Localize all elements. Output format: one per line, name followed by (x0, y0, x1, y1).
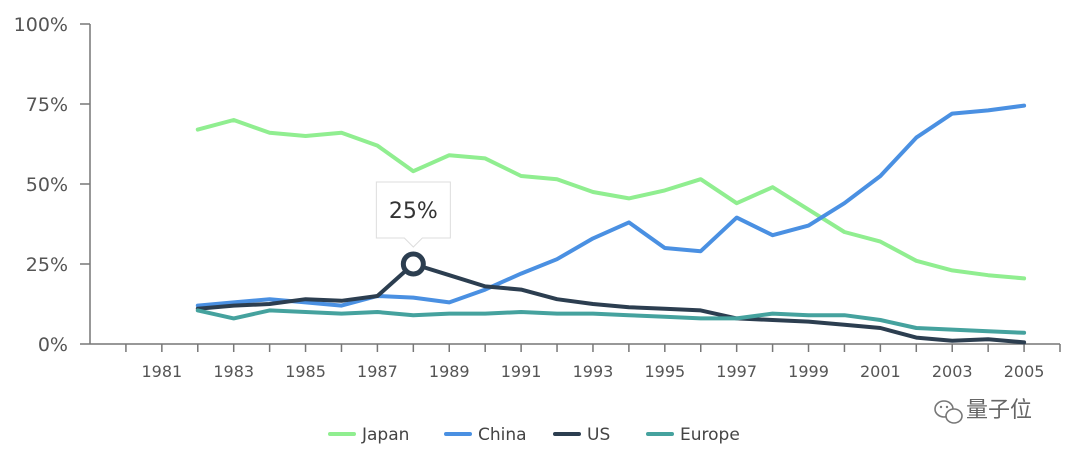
x-tick-label: 1985 (285, 362, 326, 381)
x-tick-label: 1989 (429, 362, 470, 381)
x-tick-label: 2003 (932, 362, 973, 381)
x-tick-label: 1997 (716, 362, 757, 381)
y-tick-label: 100% (14, 14, 68, 36)
wechat-icon (934, 400, 963, 424)
x-tick-label: 2005 (1004, 362, 1045, 381)
y-tick-label: 0% (38, 334, 68, 356)
x-tick-label: 1987 (357, 362, 398, 381)
watermark-text: 量子位 (966, 398, 1032, 423)
chart-series-lines (195, 103, 1027, 345)
y-tick-label: 50% (26, 174, 68, 196)
tooltip-box (375, 181, 451, 248)
legend-label: Europe (680, 425, 740, 445)
x-tick-label: 1995 (644, 362, 685, 381)
series-line-us (195, 262, 1027, 345)
series-line-japan (195, 118, 1027, 281)
x-tick-label: 1983 (213, 362, 254, 381)
legend-item-china[interactable]: China (444, 425, 527, 445)
chart-axes: 0% 25% 50% 75% 100% 1981 1983 1985 1987 1989 1991 1… (14, 14, 1061, 381)
x-tick-label: 2001 (860, 362, 901, 381)
legend-label: China (478, 425, 527, 445)
watermark: 量子位 (934, 398, 1032, 424)
tooltip-point-marker[interactable] (400, 251, 426, 277)
x-tick-label: 1993 (573, 362, 614, 381)
series-line-europe (195, 308, 1027, 335)
x-tick-label: 1981 (141, 362, 182, 381)
legend-item-japan[interactable]: Japan (328, 425, 409, 445)
series-line-china (195, 103, 1027, 308)
y-tick-label: 75% (26, 94, 68, 116)
y-tick-label: 25% (26, 254, 68, 276)
x-tick-label: 1991 (501, 362, 542, 381)
x-tick-label: 1999 (788, 362, 829, 381)
tooltip-label: 25% (389, 199, 438, 224)
tooltip: 25% (375, 181, 451, 277)
legend-item-us[interactable]: US (553, 425, 610, 445)
legend-label: Japan (361, 425, 409, 445)
legend-item-europe[interactable]: Europe (646, 425, 740, 445)
legend-label: US (587, 425, 610, 445)
chart-legend: Japan China US Europe (328, 425, 740, 445)
